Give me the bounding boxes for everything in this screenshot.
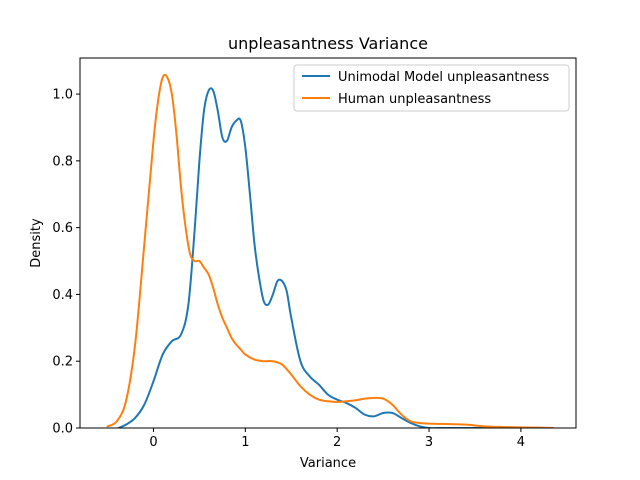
y-tick-label: 0.0	[52, 422, 73, 437]
plot-frame	[79, 57, 577, 429]
x-tick-label: 3	[425, 435, 433, 450]
y-tick-label: 0.6	[52, 221, 73, 236]
x-tick-label: 2	[333, 435, 341, 450]
plot-area	[79, 57, 577, 429]
x-tick-label: 1	[241, 435, 249, 450]
legend-label-unimodal: Unimodal Model unpleasantness	[338, 70, 550, 85]
y-tick-label: 0.8	[52, 154, 73, 169]
series-line-unimodal	[117, 87, 504, 428]
series-layer	[106, 73, 555, 428]
legend-label-human: Human unpleasantness	[338, 92, 491, 107]
x-tick-label: 4	[517, 435, 525, 450]
x-tick-label: 0	[149, 435, 157, 450]
series-line-human	[106, 73, 555, 428]
y-tick-label: 0.4	[52, 288, 73, 303]
legend: Unimodal Model unpleasantness Human unpl…	[293, 64, 570, 112]
x-axis-label: Variance	[300, 456, 356, 471]
x-axis: 0 1 2 3 4	[149, 428, 525, 450]
legend-box	[293, 64, 570, 112]
y-tick-label: 0.2	[52, 355, 73, 370]
y-tick-label: 1.0	[52, 88, 73, 103]
y-axis: 0.0 0.2 0.4 0.6 0.8 1.0	[52, 88, 80, 437]
chart-title: unpleasantness Variance	[228, 34, 428, 53]
y-axis-label: Density	[29, 218, 44, 268]
